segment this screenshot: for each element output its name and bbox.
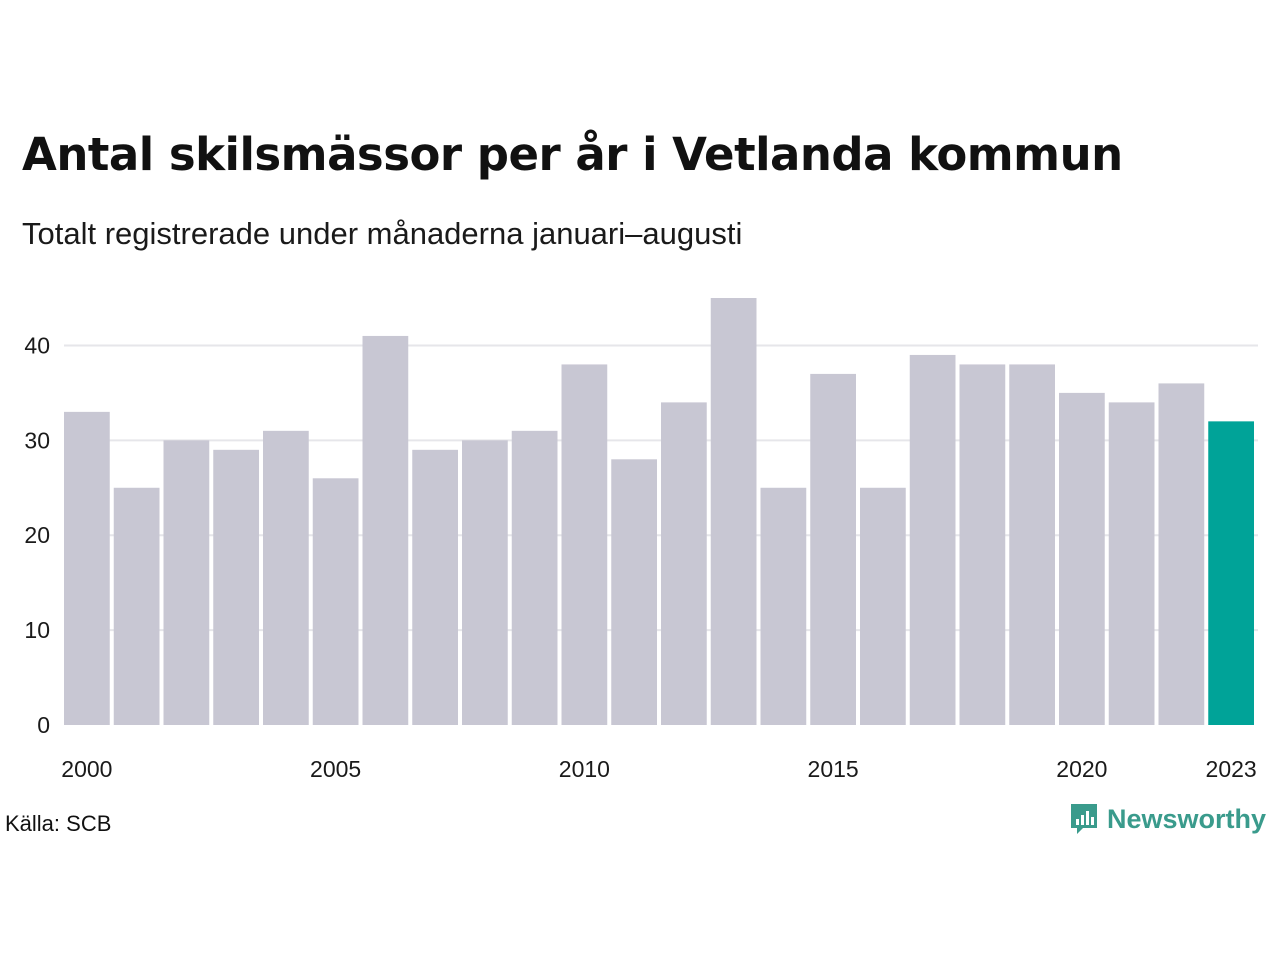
bar-2018 <box>959 364 1006 725</box>
bar-2010 <box>561 364 608 725</box>
y-tick-label: 20 <box>24 522 50 548</box>
bar-2014 <box>760 487 807 725</box>
bar-2007 <box>412 449 458 725</box>
bar-2017 <box>909 354 956 725</box>
bar-2003 <box>213 449 259 725</box>
source-note: Källa: SCB <box>5 811 112 836</box>
bar-2005 <box>312 478 359 725</box>
y-tick-label: 10 <box>24 617 50 643</box>
x-tick-label: 2010 <box>559 756 610 782</box>
bar-2022 <box>1158 383 1205 725</box>
bar-2020 <box>1059 392 1105 725</box>
bar-2012 <box>661 402 707 725</box>
y-tick-label: 0 <box>37 712 50 738</box>
bar-2013 <box>710 298 757 725</box>
bar-2008 <box>462 440 508 725</box>
newsworthy-logo-icon <box>1070 804 1097 834</box>
chart-title: Antal skilsmässor per år i Vetlanda komm… <box>22 128 1123 181</box>
brand-logo: Newsworthy <box>1069 802 1266 836</box>
bar-2002 <box>163 440 210 725</box>
x-tick-label: 2020 <box>1056 756 1107 782</box>
x-tick-label: 2000 <box>61 756 112 782</box>
bar-2023 <box>1208 421 1254 725</box>
y-axis-ticks: 0 10 20 30 40 <box>24 332 50 738</box>
y-tick-label: 40 <box>24 332 50 358</box>
bar-2004 <box>263 430 309 725</box>
bar-chart: 0 10 20 30 40 2000 2005 2010 2015 2020 2023 <box>24 298 1258 782</box>
x-axis-ticks: 2000 2005 2010 2015 2020 2023 <box>61 756 1256 782</box>
bar-2006 <box>362 335 409 725</box>
bars <box>64 298 1254 725</box>
bar-2000 <box>64 411 110 725</box>
chart-subtitle: Totalt registrerade under månaderna janu… <box>22 216 743 251</box>
x-tick-label: 2015 <box>808 756 859 782</box>
bar-2009 <box>511 430 558 725</box>
x-tick-label: 2005 <box>310 756 361 782</box>
x-tick-label: 2023 <box>1206 756 1257 782</box>
bar-2011 <box>611 459 657 725</box>
bar-2021 <box>1108 402 1155 725</box>
bar-2015 <box>810 373 856 725</box>
bar-2019 <box>1009 364 1055 725</box>
bar-2001 <box>113 487 160 725</box>
bar-2016 <box>860 487 906 725</box>
y-tick-label: 30 <box>24 427 50 453</box>
brand-name: Newsworthy <box>1106 803 1266 834</box>
